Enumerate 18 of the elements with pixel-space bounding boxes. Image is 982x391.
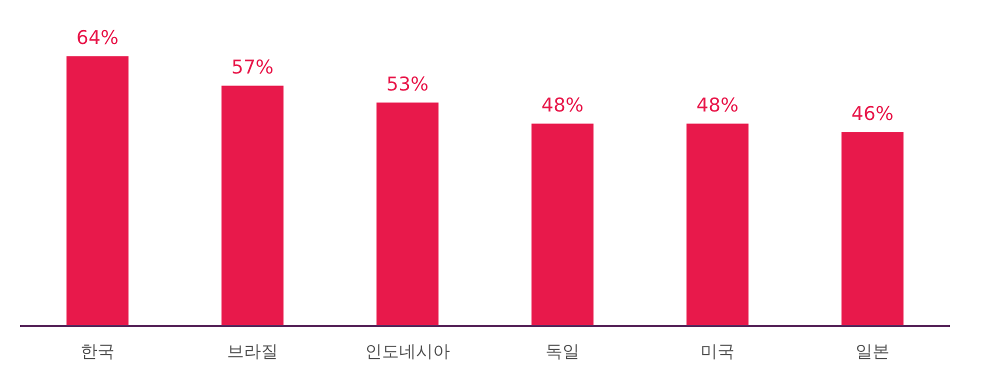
x-tick-label: 브라질 — [227, 342, 278, 362]
x-tick-label: 미국 — [700, 342, 734, 362]
data-label: 46% — [851, 103, 894, 126]
x-tick-label: 독일 — [546, 342, 580, 362]
data-label: 48% — [696, 94, 739, 117]
data-label: 53% — [386, 74, 429, 96]
bar — [686, 124, 748, 326]
x-tick-label: 인도네시아 — [365, 342, 450, 362]
bar — [222, 86, 284, 326]
data-label: 57% — [231, 56, 274, 79]
bar — [842, 132, 904, 326]
data-label: 48% — [541, 94, 584, 117]
data-label: 64% — [76, 27, 119, 50]
x-tick-label: 한국 — [80, 342, 114, 362]
bar — [532, 124, 594, 326]
bar — [376, 102, 438, 326]
x-tick-label: 일본 — [856, 342, 890, 362]
bar — [66, 56, 128, 326]
